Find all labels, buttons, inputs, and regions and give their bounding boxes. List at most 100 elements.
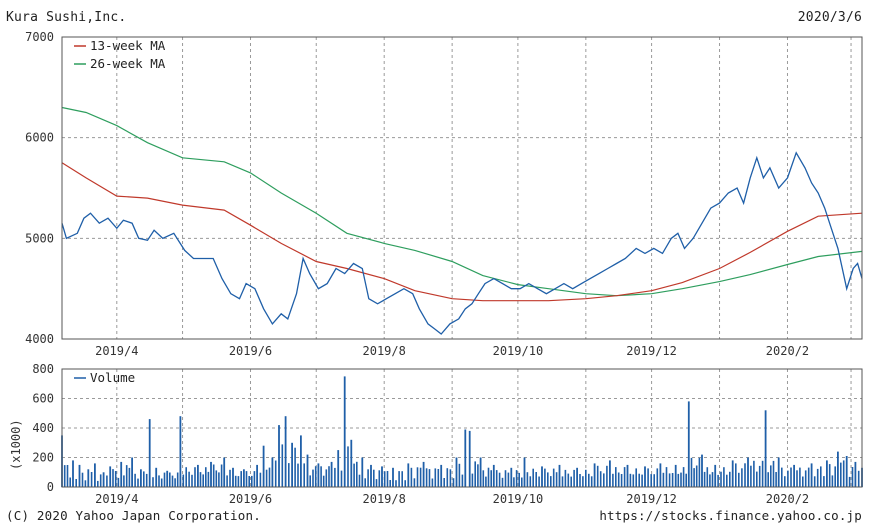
volume-bar	[410, 467, 413, 487]
volume-bar	[599, 471, 602, 487]
volume-bar	[510, 467, 513, 487]
volume-bar	[370, 464, 372, 487]
volume-bar	[179, 416, 182, 487]
volume-bar	[687, 401, 690, 487]
volume-bar	[585, 469, 587, 487]
volume-bar	[202, 474, 204, 487]
volume-bar	[356, 461, 358, 487]
volume-bar	[656, 468, 659, 487]
volume-bar	[535, 472, 537, 487]
volume-bar	[828, 464, 831, 487]
volume-bar	[223, 457, 226, 487]
volume-bar	[680, 472, 682, 487]
volume-bar	[848, 476, 851, 487]
volume-bar	[677, 473, 680, 487]
volume-bar	[140, 469, 142, 487]
volume-bar	[215, 470, 218, 487]
volume-bar	[373, 469, 375, 487]
volume-y-tick-label: 400	[32, 421, 54, 435]
volume-bar	[284, 416, 287, 487]
volume-bar	[726, 474, 728, 487]
volume-bar	[761, 460, 764, 487]
volume-bar	[419, 467, 422, 487]
volume-bar	[851, 467, 854, 487]
volume-bar	[541, 466, 543, 487]
volume-bar	[145, 473, 148, 487]
volume-bar	[297, 463, 299, 487]
volume-bar	[650, 474, 652, 487]
series-line-ma13	[61, 162, 863, 302]
volume-bar	[443, 478, 445, 487]
volume-bar	[248, 476, 250, 487]
volume-x-tick-label: 2019/8	[363, 492, 406, 506]
volume-bar	[259, 472, 262, 487]
volume-bar	[375, 479, 378, 487]
price-x-tick-label: 2019/10	[493, 344, 544, 358]
volume-bar	[629, 473, 632, 487]
volume-bar	[112, 469, 114, 487]
legend-label-ma13: 13-week MA	[90, 38, 166, 53]
volume-bar	[428, 469, 431, 487]
volume-bar	[807, 467, 810, 487]
volume-bar	[232, 467, 234, 487]
price-legend: 13-week MA 26-week MA	[74, 38, 166, 71]
volume-y-tick-label: 800	[32, 362, 54, 376]
volume-bar	[87, 469, 90, 487]
volume-bar	[767, 472, 769, 487]
volume-bar	[644, 466, 646, 487]
volume-x-tick-label: 2019/6	[229, 492, 272, 506]
volume-bar	[240, 471, 242, 487]
volume-bar	[347, 446, 349, 487]
copyright: (C) 2020 Yahoo Japan Corporation.	[6, 508, 261, 523]
volume-bar	[826, 460, 828, 487]
volume-bar	[474, 461, 476, 487]
volume-bar	[234, 475, 237, 487]
volume-bar	[229, 469, 231, 487]
volume-bar	[775, 472, 777, 487]
volume-bars	[61, 376, 863, 488]
price-x-tick-label: 2020/2	[766, 344, 809, 358]
volume-bar	[303, 463, 305, 487]
volume-bar	[176, 472, 179, 487]
volume-bar	[810, 463, 813, 487]
volume-bar	[698, 457, 701, 487]
volume-bar	[671, 473, 674, 487]
price-x-tick-label: 2019/8	[363, 344, 406, 358]
volume-bar	[389, 480, 391, 487]
volume-grid	[62, 369, 862, 487]
volume-bar	[606, 465, 608, 487]
volume-bar	[212, 464, 215, 487]
volume-bar	[78, 464, 81, 487]
source-url[interactable]: https://stocks.finance.yahoo.co.jp	[599, 508, 862, 523]
volume-bar	[626, 464, 629, 487]
volume-bar	[720, 471, 722, 487]
volume-bar	[695, 465, 698, 487]
volume-y-ticks: 800 600 400 200 0	[32, 362, 54, 494]
volume-bar	[353, 463, 355, 487]
volume-bar	[281, 444, 284, 487]
volume-bar	[134, 473, 136, 487]
volume-bar	[90, 472, 93, 487]
volume-bar	[314, 466, 317, 487]
legend-label-ma26: 26-week MA	[90, 56, 166, 71]
volume-bar	[723, 467, 725, 487]
volume-bar	[75, 479, 77, 487]
volume-bar	[813, 476, 816, 487]
volume-bar	[413, 478, 416, 487]
volume-bar	[538, 476, 540, 487]
volume-bar	[729, 471, 731, 487]
volume-bar	[109, 466, 112, 487]
volume-bar	[268, 467, 271, 487]
volume-bar	[166, 470, 169, 487]
volume-bar	[741, 468, 743, 487]
volume-bar	[306, 454, 309, 487]
volume-bar	[498, 472, 501, 487]
volume-bar	[288, 463, 290, 487]
volume-bar	[392, 467, 394, 487]
volume-bar	[123, 475, 125, 487]
volume-bar	[343, 376, 346, 487]
volume-bar	[274, 460, 277, 487]
volume-bar	[120, 461, 123, 487]
volume-bar	[612, 473, 614, 487]
volume-bar	[131, 457, 133, 487]
